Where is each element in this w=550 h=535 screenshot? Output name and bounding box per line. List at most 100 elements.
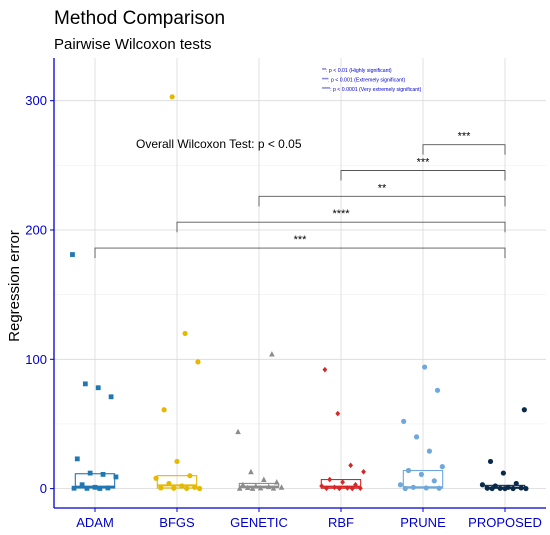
data-point [401,418,407,424]
y-tick-label: 0 [40,481,47,496]
data-point [353,481,358,488]
data-point [100,471,106,477]
data-point [357,485,363,492]
data-point [261,476,267,482]
data-point [340,479,346,485]
data-point [397,482,404,488]
comparison-bracket [258,195,506,207]
data-point [413,434,420,440]
x-tick-label: BFGS [159,515,195,530]
data-point [510,485,516,492]
y-tick-label: 100 [25,352,47,367]
points [70,94,529,492]
data-point [405,467,412,474]
data-point [336,485,342,492]
data-point [113,474,119,480]
data-point [70,252,75,257]
data-point [332,484,337,491]
data-point [278,484,285,490]
data-point [319,483,325,489]
data-point [184,485,190,491]
significance-label: *** [417,157,431,169]
data-point [345,485,350,491]
data-point [426,448,433,454]
data-point [108,394,114,400]
data-point [324,485,329,492]
data-point [74,456,80,462]
comparison-bracket [340,170,506,181]
axes: 0 100 200 300 ADAM BFGS GENETIC RBF PRUNE PROPOSE… [25,58,546,530]
data-point [161,407,167,413]
data-point [196,485,203,492]
data-point [439,464,445,470]
data-point [518,485,524,491]
data-point [82,381,88,387]
data-point [92,484,98,490]
data-point [166,480,172,487]
chart-title: Method Comparison [54,8,225,29]
significance-label: *** [458,131,472,143]
data-point [244,484,251,490]
x-tick-label: RBF [328,515,354,530]
data-point [502,485,508,492]
data-point [84,485,90,491]
data-point [335,410,341,417]
data-point [192,484,198,490]
overall-test-annotation: Overall Wilcoxon Test: p < 0.05 [136,137,302,151]
boxes [74,469,526,489]
data-point [423,485,429,491]
significance-label: *** [294,234,308,246]
significance-label: ** [378,182,387,194]
comparison-bracket [422,144,506,155]
data-point [97,486,103,491]
data-point [484,485,490,491]
data-point [327,476,333,483]
data-point [71,485,77,491]
data-point [174,458,180,465]
data-point [500,470,506,476]
y-tick-label: 300 [25,93,47,108]
data-point [402,485,408,492]
x-tick-label: PRUNE [400,515,446,530]
data-point [349,485,355,492]
data-point [236,485,243,491]
data-point [240,481,246,488]
comparison-bracket [94,247,506,259]
data-point [497,485,503,491]
data-point [521,407,527,413]
data-point [487,458,494,465]
chart-subtitle: Pairwise Wilcoxon tests [54,36,212,53]
data-point [158,485,164,491]
comparison-bracket [176,221,506,233]
data-point [269,351,275,357]
data-point [187,473,193,479]
data-point [195,359,201,365]
comparison-brackets: *************** [94,131,506,259]
data-point [436,485,442,491]
data-point [434,387,441,393]
data-point [361,468,366,475]
data-point [249,485,256,491]
data-point [235,428,241,435]
significance-note: ****: p < 0.0001 (Very extremely signifi… [322,87,422,93]
data-point [182,330,188,337]
data-point [523,485,529,492]
x-tick-label: ADAM [76,515,114,530]
significance-note: ***: p < 0.001 (Extremely significant) [322,78,405,84]
x-tick-label: PROPOSED [468,515,542,530]
data-point [248,468,254,475]
significance-note: **: p < 0.01 (Highly significant) [322,68,392,74]
data-point [105,485,111,491]
data-point [179,483,185,489]
data-point [410,484,416,490]
data-point [479,482,486,488]
data-point [153,475,159,481]
grid [54,58,546,508]
y-tick-label: 200 [25,222,47,237]
data-point [257,484,264,491]
data-point [87,470,93,476]
data-point [513,480,519,487]
data-point [95,385,101,391]
data-point [348,462,354,469]
